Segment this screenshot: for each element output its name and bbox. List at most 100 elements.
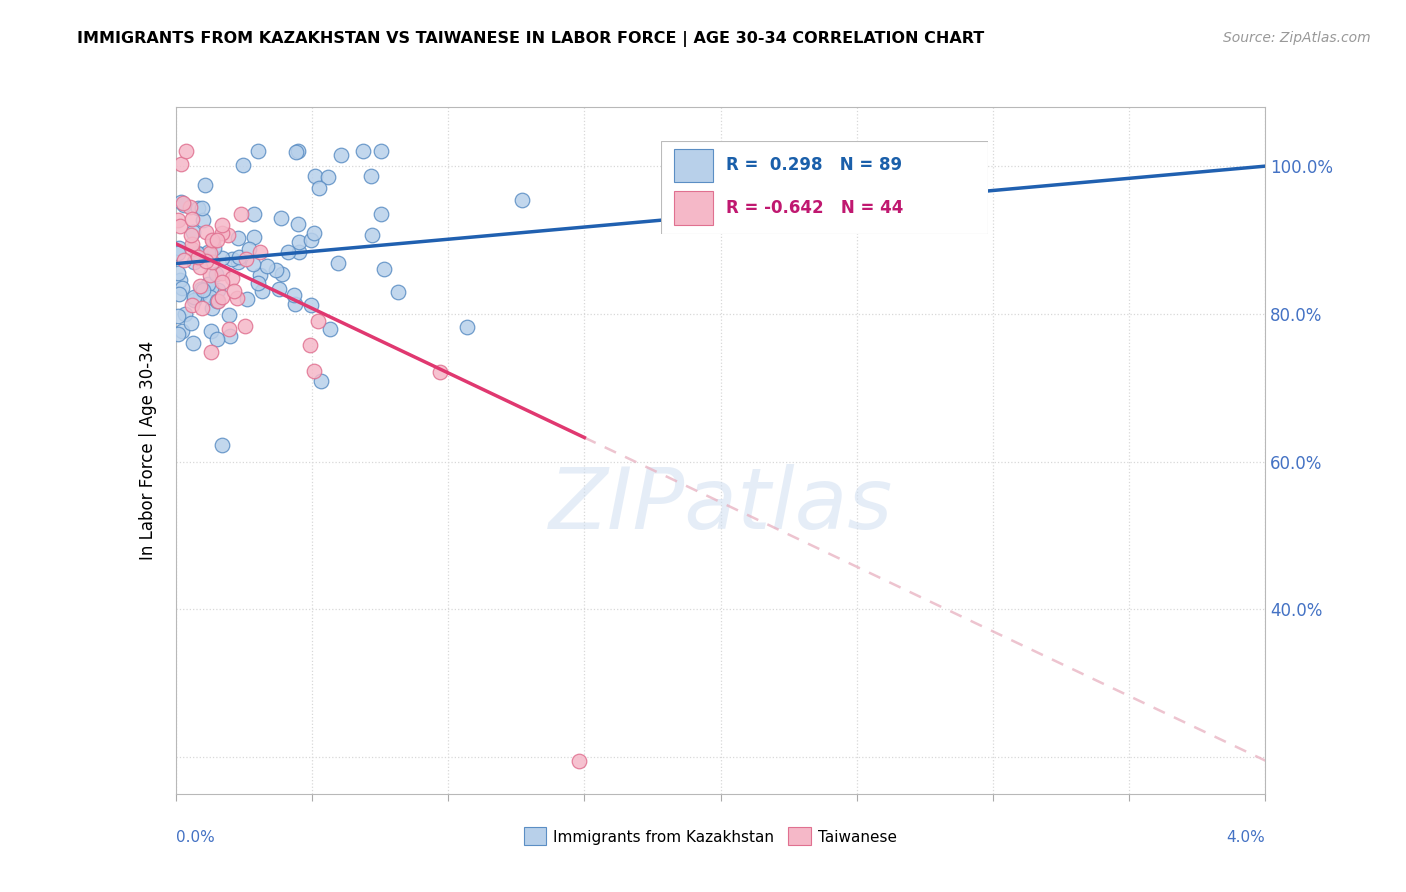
Point <box>308 181 330 195</box>
Point <box>211 226 233 240</box>
Point <box>277 244 299 259</box>
Point <box>387 285 409 300</box>
Point <box>218 308 240 322</box>
Point <box>224 285 246 299</box>
Point <box>181 225 204 239</box>
Point <box>247 145 270 159</box>
Point <box>302 226 325 240</box>
Point <box>167 213 190 227</box>
Point <box>264 263 287 277</box>
Point <box>211 275 233 289</box>
Point <box>181 298 204 312</box>
Bar <box>673 192 713 225</box>
Point <box>197 277 219 292</box>
Point <box>195 254 218 268</box>
Point <box>370 145 392 159</box>
Point <box>429 365 451 379</box>
Point <box>180 316 202 330</box>
Point <box>173 252 195 267</box>
Point <box>187 250 209 264</box>
Text: Source: ZipAtlas.com: Source: ZipAtlas.com <box>1223 31 1371 45</box>
Point <box>207 283 229 297</box>
Point <box>188 260 211 274</box>
Point <box>200 344 222 359</box>
Point <box>180 228 202 243</box>
Point <box>309 374 332 388</box>
Point <box>179 200 201 214</box>
Point <box>221 271 243 285</box>
Point <box>167 241 190 255</box>
Point <box>180 237 202 252</box>
Text: 0.0%: 0.0% <box>176 830 215 845</box>
Point <box>169 219 191 233</box>
Point <box>304 169 326 183</box>
Point <box>191 202 214 216</box>
Text: IMMIGRANTS FROM KAZAKHSTAN VS TAIWANESE IN LABOR FORCE | AGE 30-34 CORRELATION C: IMMIGRANTS FROM KAZAKHSTAN VS TAIWANESE … <box>77 31 984 47</box>
Point <box>181 211 204 226</box>
Point <box>298 338 321 352</box>
Point <box>373 261 395 276</box>
Point <box>229 207 252 221</box>
Point <box>238 242 260 256</box>
Point <box>207 293 229 308</box>
Point <box>201 255 224 269</box>
Point <box>211 290 233 304</box>
Point <box>181 336 204 351</box>
Point <box>183 293 205 307</box>
Point <box>302 364 325 378</box>
Point <box>211 218 233 232</box>
Point <box>247 277 270 291</box>
Point <box>284 297 307 311</box>
Point <box>270 211 292 225</box>
Point <box>193 212 215 227</box>
Point <box>226 231 249 245</box>
Point <box>201 233 224 247</box>
Point <box>195 225 218 239</box>
Point <box>167 327 190 342</box>
Text: 4.0%: 4.0% <box>1226 830 1265 845</box>
Point <box>287 217 309 231</box>
Point <box>188 286 211 301</box>
Point <box>169 273 191 287</box>
Point <box>173 198 195 212</box>
Point <box>211 266 233 280</box>
Point <box>299 298 322 312</box>
Point <box>187 202 209 216</box>
Point <box>202 242 225 256</box>
Point <box>242 257 264 271</box>
Point <box>218 322 240 336</box>
Bar <box>673 149 713 182</box>
Point <box>361 227 384 242</box>
Point <box>316 170 339 185</box>
Point <box>170 156 193 170</box>
Point <box>197 245 219 260</box>
Point <box>167 286 190 301</box>
Point <box>249 268 271 282</box>
Point <box>167 266 190 280</box>
Text: Immigrants from Kazakhstan: Immigrants from Kazakhstan <box>554 830 775 845</box>
Point <box>217 227 239 242</box>
Point <box>211 251 233 265</box>
Point <box>221 252 243 267</box>
Point <box>228 250 250 264</box>
Point <box>307 313 329 327</box>
Point <box>205 332 228 346</box>
Point <box>283 288 305 302</box>
Point <box>249 245 271 260</box>
Point <box>288 244 311 259</box>
Point <box>183 290 205 304</box>
Point <box>211 438 233 452</box>
Text: R =  0.298   N = 89: R = 0.298 N = 89 <box>725 156 903 174</box>
Point <box>370 207 392 221</box>
Point <box>235 252 257 266</box>
Point <box>319 322 342 336</box>
Point <box>201 301 224 316</box>
Point <box>170 324 193 338</box>
Point <box>456 319 478 334</box>
Point <box>285 145 308 160</box>
Point <box>512 193 534 207</box>
Point <box>326 256 349 270</box>
Point <box>232 158 254 172</box>
Point <box>170 194 193 209</box>
Text: Taiwanese: Taiwanese <box>818 830 897 845</box>
